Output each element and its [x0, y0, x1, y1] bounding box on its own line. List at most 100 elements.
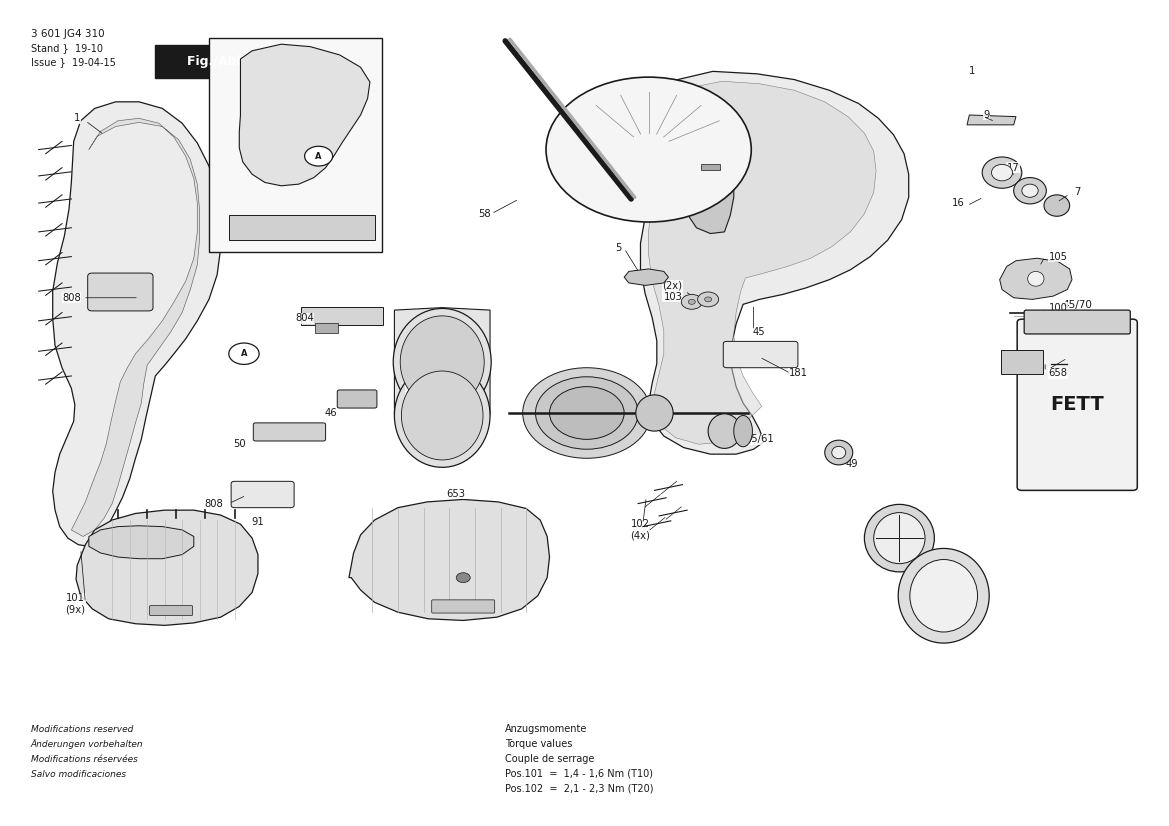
Text: 91: 91	[251, 517, 264, 527]
Text: 17: 17	[1007, 163, 1019, 173]
Ellipse shape	[831, 446, 845, 458]
FancyBboxPatch shape	[254, 423, 326, 441]
Polygon shape	[683, 140, 734, 234]
Text: 45: 45	[753, 327, 765, 337]
Polygon shape	[701, 164, 720, 170]
Polygon shape	[999, 259, 1072, 299]
Text: Anzugsmomente: Anzugsmomente	[505, 724, 588, 734]
FancyBboxPatch shape	[155, 45, 296, 78]
Text: Issue }  19-04-15: Issue } 19-04-15	[30, 57, 116, 67]
Circle shape	[549, 387, 624, 439]
FancyBboxPatch shape	[338, 390, 376, 408]
Text: 16: 16	[952, 198, 964, 208]
Circle shape	[456, 572, 470, 582]
Polygon shape	[624, 269, 669, 286]
Ellipse shape	[864, 505, 934, 572]
Text: 71: 71	[890, 541, 902, 552]
Polygon shape	[240, 45, 369, 186]
FancyBboxPatch shape	[316, 323, 339, 333]
Text: 1: 1	[969, 66, 976, 76]
FancyBboxPatch shape	[1024, 310, 1130, 334]
Text: 45/61: 45/61	[746, 434, 774, 444]
Text: 4: 4	[364, 192, 369, 202]
Text: 45/70: 45/70	[1063, 300, 1092, 310]
Ellipse shape	[705, 297, 712, 301]
Text: Pos.102  =  2,1 - 2,3 Nm (T20): Pos.102 = 2,1 - 2,3 Nm (T20)	[505, 784, 653, 794]
Text: 181: 181	[789, 368, 808, 378]
Circle shape	[535, 377, 638, 449]
Polygon shape	[641, 71, 908, 454]
Ellipse shape	[1022, 184, 1038, 197]
Ellipse shape	[898, 548, 989, 643]
Polygon shape	[53, 102, 221, 546]
Ellipse shape	[909, 559, 977, 632]
Ellipse shape	[394, 363, 490, 468]
Text: 49: 49	[845, 459, 858, 469]
Text: Modifications reserved: Modifications reserved	[30, 725, 133, 734]
Text: 58: 58	[478, 209, 491, 219]
Polygon shape	[394, 307, 490, 417]
Circle shape	[229, 343, 260, 364]
Text: Änderungen vorbehalten: Änderungen vorbehalten	[30, 739, 143, 749]
Text: FETT: FETT	[1051, 396, 1104, 415]
Bar	[209, 39, 381, 253]
Text: Torque values: Torque values	[505, 739, 573, 749]
Text: 101
(9x): 101 (9x)	[65, 593, 85, 615]
Polygon shape	[649, 81, 876, 444]
FancyBboxPatch shape	[724, 341, 798, 368]
Text: 4/9
(3x): 4/9 (3x)	[270, 88, 290, 109]
Ellipse shape	[1044, 195, 1070, 216]
Text: 653: 653	[447, 489, 465, 499]
Text: 102
(4x): 102 (4x)	[630, 519, 650, 541]
FancyBboxPatch shape	[150, 605, 193, 615]
Text: 100: 100	[1049, 302, 1067, 312]
Text: Couple de serrage: Couple de serrage	[505, 754, 595, 764]
Text: Salvo modificaciones: Salvo modificaciones	[30, 770, 126, 779]
Text: Fig./Abb. 1: Fig./Abb. 1	[187, 55, 263, 68]
FancyBboxPatch shape	[231, 482, 295, 508]
Circle shape	[698, 292, 719, 306]
Ellipse shape	[401, 371, 483, 460]
Polygon shape	[71, 118, 200, 536]
Text: 9: 9	[983, 110, 990, 120]
Text: 105: 105	[1049, 252, 1067, 262]
Text: 5: 5	[615, 244, 622, 254]
Circle shape	[305, 146, 333, 166]
Ellipse shape	[636, 395, 673, 431]
Text: (2x)
103: (2x) 103	[663, 280, 683, 302]
FancyBboxPatch shape	[431, 600, 494, 613]
FancyBboxPatch shape	[302, 306, 382, 325]
Ellipse shape	[734, 415, 753, 447]
Text: Modifications réservées: Modifications réservées	[30, 755, 138, 764]
Ellipse shape	[982, 157, 1022, 188]
Text: Stand }  19-10: Stand } 19-10	[30, 43, 103, 53]
Text: 7: 7	[1074, 188, 1080, 197]
Text: 658: 658	[1049, 368, 1067, 378]
Ellipse shape	[873, 513, 925, 563]
Text: A: A	[241, 349, 247, 358]
Polygon shape	[967, 115, 1016, 125]
Text: 46: 46	[325, 408, 338, 418]
Text: Pos.101  =  1,4 - 1,6 Nm (T10): Pos.101 = 1,4 - 1,6 Nm (T10)	[505, 769, 653, 779]
Text: 1: 1	[75, 113, 81, 123]
Polygon shape	[348, 500, 549, 620]
Circle shape	[682, 294, 703, 309]
Ellipse shape	[991, 164, 1012, 181]
FancyBboxPatch shape	[88, 273, 153, 311]
Text: A: A	[316, 152, 321, 160]
Text: 3 601 JG4 310: 3 601 JG4 310	[30, 29, 104, 39]
Ellipse shape	[825, 440, 852, 465]
Text: 804: 804	[296, 313, 314, 323]
Ellipse shape	[689, 299, 696, 304]
Text: 808: 808	[205, 499, 223, 509]
Ellipse shape	[393, 308, 491, 415]
Circle shape	[546, 77, 752, 222]
Text: 70: 70	[934, 599, 947, 609]
Polygon shape	[89, 526, 194, 558]
Polygon shape	[76, 510, 258, 625]
Text: 808: 808	[62, 292, 81, 303]
Ellipse shape	[1014, 178, 1046, 204]
FancyBboxPatch shape	[1001, 349, 1043, 374]
Ellipse shape	[1028, 272, 1044, 287]
Ellipse shape	[708, 414, 741, 449]
